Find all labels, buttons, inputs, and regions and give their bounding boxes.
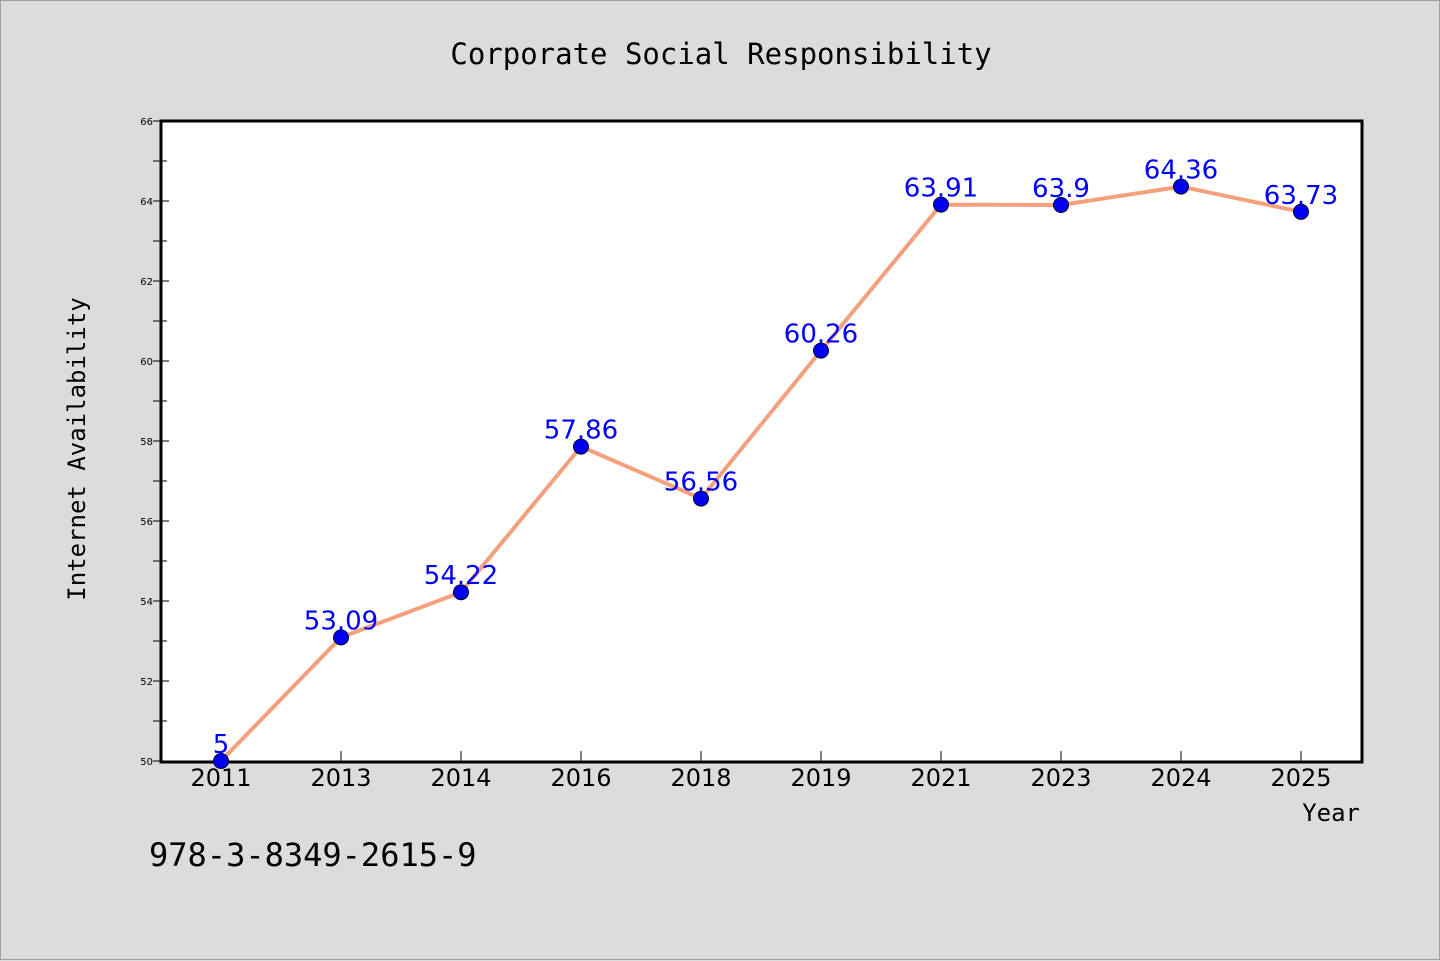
x-tick-label: 2025: [1270, 764, 1331, 792]
y-tick-label: 50: [140, 757, 153, 768]
y-tick-label: 58: [140, 437, 153, 448]
data-point: [573, 438, 589, 455]
data-label: 64.36: [1144, 156, 1218, 186]
data-point: [813, 342, 829, 359]
data-label: 54.22: [424, 561, 498, 591]
chart-title: Corporate Social Responsibility: [450, 37, 991, 71]
y-tick-label: 54: [140, 597, 153, 608]
footer-code: 978-3-8349-2615-9: [149, 836, 477, 874]
y-tick-label: 52: [140, 677, 153, 688]
data-label: 56.56: [664, 468, 738, 498]
x-tick-label: 2013: [310, 764, 371, 792]
data-point: [213, 753, 229, 769]
data-point: [933, 196, 949, 213]
data-labels: 5 53.09 54.22 57.86 56.56 60.26 63.91 63.9 64.36…: [213, 156, 1338, 760]
x-tick-label: 2014: [430, 764, 491, 792]
data-label: 60.26: [784, 320, 858, 350]
y-axis-label: Internet Availability: [63, 297, 91, 600]
data-point: [1173, 178, 1189, 195]
x-axis: 2011 2013 2014 2016 2018 2019 2021 2023 2024 2025: [190, 751, 1332, 792]
data-point: [1293, 203, 1309, 220]
data-label: 57.86: [544, 416, 618, 446]
x-tick-label: 2024: [1150, 764, 1211, 792]
x-tick-label: 2023: [1030, 764, 1091, 792]
data-label: 63.73: [1264, 181, 1338, 211]
data-label: 5: [213, 730, 230, 760]
x-tick-label: 2021: [910, 764, 971, 792]
y-tick-label: 66: [140, 117, 153, 128]
data-label: 53.09: [304, 606, 378, 636]
series-line: [219, 184, 1302, 763]
data-point: [453, 584, 469, 601]
data-label: 63.9: [1032, 174, 1090, 204]
data-point: [693, 490, 709, 507]
x-tick-label: 2016: [550, 764, 611, 792]
data-label: 63.91: [904, 174, 978, 204]
y-tick-label: 60: [140, 357, 153, 368]
data-point: [1053, 197, 1069, 213]
plot-area: [159, 119, 1364, 764]
series-line-path: [219, 184, 1302, 763]
x-tick-label: 2018: [670, 764, 731, 792]
y-tick-label: 62: [140, 277, 153, 288]
y-tick-label: 56: [140, 517, 153, 528]
data-point: [333, 629, 349, 646]
x-tick-label: 2019: [790, 764, 851, 792]
y-axis: 50 52 54 56 58 60 62 64 66: [140, 117, 169, 768]
y-tick-label: 64: [140, 197, 153, 208]
x-axis-label: Year: [1302, 799, 1360, 827]
series-points: [213, 178, 1309, 769]
